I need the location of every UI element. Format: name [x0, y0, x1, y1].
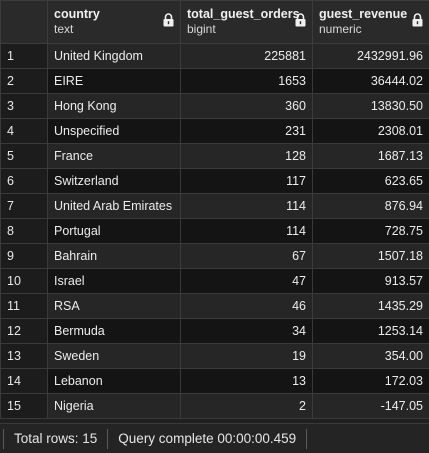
cell-country[interactable]: Nigeria: [48, 394, 181, 419]
cell-total-guest-orders[interactable]: 46: [181, 294, 313, 319]
cell-country[interactable]: EIRE: [48, 69, 181, 94]
cell-country[interactable]: France: [48, 144, 181, 169]
table-row[interactable]: 15 Nigeria 2 -147.05: [1, 394, 429, 419]
cell-total-guest-orders[interactable]: 114: [181, 219, 313, 244]
row-number[interactable]: 6: [1, 169, 48, 194]
row-number[interactable]: 2: [1, 69, 48, 94]
row-number[interactable]: 9: [1, 244, 48, 269]
cell-country[interactable]: Israel: [48, 269, 181, 294]
cell-guest-revenue[interactable]: 2432991.96: [313, 44, 429, 69]
row-number[interactable]: 7: [1, 194, 48, 219]
cell-total-guest-orders[interactable]: 13: [181, 369, 313, 394]
cell-total-guest-orders[interactable]: 47: [181, 269, 313, 294]
row-number[interactable]: 1: [1, 44, 48, 69]
cell-country[interactable]: Bahrain: [48, 244, 181, 269]
cell-total-guest-orders[interactable]: 1653: [181, 69, 313, 94]
row-number-header[interactable]: [1, 1, 48, 44]
column-type: numeric: [319, 22, 421, 37]
table-row[interactable]: 4 Unspecified 231 2308.01: [1, 119, 429, 144]
cell-country[interactable]: United Kingdom: [48, 44, 181, 69]
cell-guest-revenue[interactable]: 1507.18: [313, 244, 429, 269]
lock-icon: [412, 13, 423, 27]
row-number[interactable]: 10: [1, 269, 48, 294]
cell-guest-revenue[interactable]: 1687.13: [313, 144, 429, 169]
column-header-total-guest-orders[interactable]: total_guest_orders bigint: [181, 1, 313, 44]
row-number[interactable]: 15: [1, 394, 48, 419]
lock-icon: [295, 13, 306, 27]
cell-country[interactable]: RSA: [48, 294, 181, 319]
cell-country[interactable]: Unspecified: [48, 119, 181, 144]
column-name: total_guest_orders: [187, 7, 304, 22]
table-row[interactable]: 14 Lebanon 13 172.03: [1, 369, 429, 394]
cell-guest-revenue[interactable]: 876.94: [313, 194, 429, 219]
row-number[interactable]: 14: [1, 369, 48, 394]
table-row[interactable]: 2 EIRE 1653 36444.02: [1, 69, 429, 94]
cell-guest-revenue[interactable]: 2308.01: [313, 119, 429, 144]
cell-country[interactable]: Lebanon: [48, 369, 181, 394]
column-header-guest-revenue[interactable]: guest_revenue numeric: [313, 1, 429, 44]
table-row[interactable]: 12 Bermuda 34 1253.14: [1, 319, 429, 344]
table-row[interactable]: 13 Sweden 19 354.00: [1, 344, 429, 369]
table-row[interactable]: 11 RSA 46 1435.29: [1, 294, 429, 319]
cell-total-guest-orders[interactable]: 67: [181, 244, 313, 269]
cell-guest-revenue[interactable]: 172.03: [313, 369, 429, 394]
cell-country[interactable]: Switzerland: [48, 169, 181, 194]
cell-guest-revenue[interactable]: -147.05: [313, 394, 429, 419]
table-row[interactable]: 1 United Kingdom 225881 2432991.96: [1, 44, 429, 69]
cell-guest-revenue[interactable]: 728.75: [313, 219, 429, 244]
table-row[interactable]: 3 Hong Kong 360 13830.50: [1, 94, 429, 119]
cell-total-guest-orders[interactable]: 2: [181, 394, 313, 419]
cell-total-guest-orders[interactable]: 114: [181, 194, 313, 219]
cell-total-guest-orders[interactable]: 360: [181, 94, 313, 119]
row-number[interactable]: 12: [1, 319, 48, 344]
cell-guest-revenue[interactable]: 623.65: [313, 169, 429, 194]
row-number[interactable]: 4: [1, 119, 48, 144]
cell-total-guest-orders[interactable]: 128: [181, 144, 313, 169]
cell-country[interactable]: Bermuda: [48, 319, 181, 344]
column-name: country: [54, 7, 172, 22]
cell-total-guest-orders[interactable]: 117: [181, 169, 313, 194]
lock-icon: [163, 13, 174, 27]
header-row: country text total_guest_orders bigint: [1, 1, 429, 44]
query-status-label: Query complete 00:00:00.459: [118, 431, 296, 446]
cell-guest-revenue[interactable]: 354.00: [313, 344, 429, 369]
cell-guest-revenue[interactable]: 13830.50: [313, 94, 429, 119]
table-row[interactable]: 9 Bahrain 67 1507.18: [1, 244, 429, 269]
cell-guest-revenue[interactable]: 913.57: [313, 269, 429, 294]
cell-total-guest-orders[interactable]: 19: [181, 344, 313, 369]
row-number[interactable]: 13: [1, 344, 48, 369]
cell-country[interactable]: Hong Kong: [48, 94, 181, 119]
cell-total-guest-orders[interactable]: 34: [181, 319, 313, 344]
cell-guest-revenue[interactable]: 1253.14: [313, 319, 429, 344]
cell-total-guest-orders[interactable]: 225881: [181, 44, 313, 69]
status-bar: Total rows: 15 Query complete 00:00:00.4…: [0, 423, 429, 453]
row-number[interactable]: 11: [1, 294, 48, 319]
column-type: bigint: [187, 22, 304, 37]
data-output-table: country text total_guest_orders bigint: [0, 0, 429, 419]
status-divider: [3, 429, 4, 449]
row-number[interactable]: 3: [1, 94, 48, 119]
cell-country[interactable]: Sweden: [48, 344, 181, 369]
cell-country[interactable]: Portugal: [48, 219, 181, 244]
column-type: text: [54, 22, 172, 37]
result-grid: country text total_guest_orders bigint: [0, 0, 429, 418]
cell-guest-revenue[interactable]: 36444.02: [313, 69, 429, 94]
cell-guest-revenue[interactable]: 1435.29: [313, 294, 429, 319]
column-header-country[interactable]: country text: [48, 1, 181, 44]
status-divider: [306, 429, 307, 449]
table-row[interactable]: 5 France 128 1687.13: [1, 144, 429, 169]
cell-total-guest-orders[interactable]: 231: [181, 119, 313, 144]
total-rows-label: Total rows: 15: [14, 431, 97, 446]
row-number[interactable]: 5: [1, 144, 48, 169]
table-row[interactable]: 7 United Arab Emirates 114 876.94: [1, 194, 429, 219]
table-row[interactable]: 8 Portugal 114 728.75: [1, 219, 429, 244]
status-divider: [107, 429, 108, 449]
table-row[interactable]: 10 Israel 47 913.57: [1, 269, 429, 294]
row-number[interactable]: 8: [1, 219, 48, 244]
table-row[interactable]: 6 Switzerland 117 623.65: [1, 169, 429, 194]
cell-country[interactable]: United Arab Emirates: [48, 194, 181, 219]
column-name: guest_revenue: [319, 7, 421, 22]
